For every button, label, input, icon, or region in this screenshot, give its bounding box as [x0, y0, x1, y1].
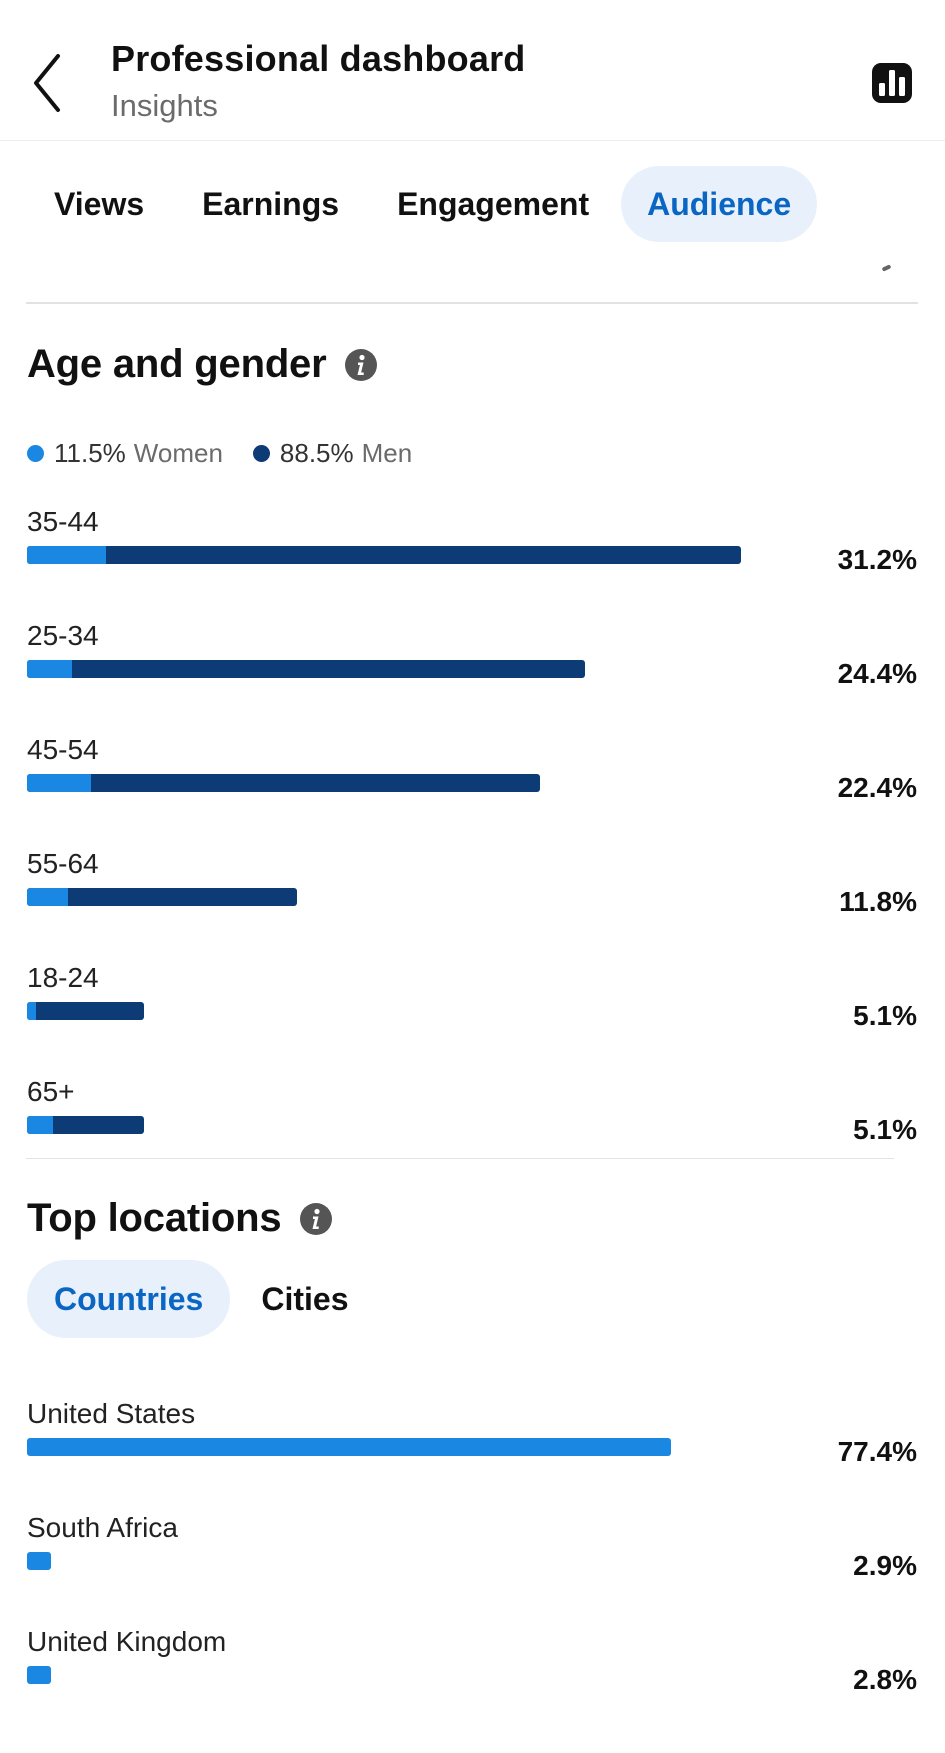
age-value: 11.8%	[839, 886, 917, 917]
app-header: Professional dashboard Insights	[0, 0, 945, 141]
analytics-button[interactable]	[871, 62, 913, 104]
age-gender-title-text: Age and gender	[27, 342, 327, 386]
top-locations-title: Top locations	[27, 1196, 333, 1241]
age-label: 25-34	[27, 620, 99, 651]
location-row: United Kingdom 2.8%	[27, 1626, 917, 1726]
page-title: Professional dashboard	[111, 38, 526, 79]
location-bar	[27, 1552, 51, 1570]
scroll-indicator	[881, 264, 892, 272]
location-bar	[27, 1666, 51, 1684]
age-bar-women-segment	[27, 1116, 53, 1134]
location-value: 2.8%	[853, 1664, 917, 1695]
gender-legend: 11.5% Women 88.5% Men	[27, 438, 442, 469]
age-label: 55-64	[27, 848, 99, 879]
tab-audience[interactable]: Audience	[621, 166, 818, 242]
women-pct: 11.5%	[54, 438, 126, 468]
age-bar	[27, 660, 585, 678]
age-value: 31.2%	[837, 544, 917, 575]
subtab-countries[interactable]: Countries	[27, 1260, 231, 1338]
tab-earnings[interactable]: Earnings	[202, 185, 340, 222]
legend-men: 88.5% Men	[252, 438, 413, 469]
info-icon[interactable]	[344, 348, 378, 382]
age-row: 35-44 31.2%	[27, 506, 917, 606]
age-row: 55-64 11.8%	[27, 848, 917, 948]
top-locations-title-text: Top locations	[27, 1196, 282, 1240]
location-label: United States	[27, 1398, 196, 1429]
subtab-cities[interactable]: Cities	[261, 1280, 349, 1317]
location-label: South Africa	[27, 1512, 178, 1543]
age-bar	[27, 546, 741, 564]
location-row: South Africa 2.9%	[27, 1512, 917, 1612]
page-subtitle: Insights	[111, 88, 218, 123]
age-row: 18-24 5.1%	[27, 962, 917, 1062]
men-pct: 88.5%	[279, 438, 354, 468]
location-subtabs: Countries Cities	[27, 1260, 375, 1338]
age-bar-women-segment	[27, 660, 72, 678]
age-label: 18-24	[27, 962, 99, 993]
location-label: United Kingdom	[27, 1626, 227, 1657]
bar-chart-icon	[872, 63, 912, 103]
age-label: 35-44	[27, 506, 99, 537]
legend-women: 11.5% Women	[27, 438, 223, 469]
age-bar-women-segment	[27, 888, 68, 906]
tab-engagement[interactable]: Engagement	[397, 185, 590, 222]
age-row: 25-34 24.4%	[27, 620, 917, 720]
age-bar-women-segment	[27, 1002, 36, 1020]
age-value: 5.1%	[853, 1000, 917, 1031]
age-gender-title: Age and gender	[27, 342, 378, 387]
age-row: 65+ 5.1%	[27, 1076, 917, 1176]
back-button[interactable]	[28, 50, 72, 116]
age-bar-women-segment	[27, 546, 106, 564]
chevron-left-icon	[34, 54, 60, 112]
location-row: United States 77.4%	[27, 1398, 917, 1498]
divider	[26, 1158, 894, 1159]
age-bar	[27, 1116, 144, 1134]
age-bar	[27, 1002, 144, 1020]
women-label: Women	[133, 438, 223, 468]
location-value: 2.9%	[853, 1550, 917, 1581]
women-dot	[27, 445, 44, 462]
age-value: 24.4%	[837, 658, 917, 689]
insights-tabs: Views Earnings Engagement Audience	[28, 166, 818, 242]
men-label: Men	[361, 438, 413, 468]
tab-views[interactable]: Views	[54, 185, 145, 222]
age-bar-women-segment	[27, 774, 91, 792]
info-icon[interactable]	[299, 1202, 333, 1236]
age-bar	[27, 774, 540, 792]
divider	[26, 302, 918, 304]
age-bar	[27, 888, 297, 906]
age-row: 45-54 22.4%	[27, 734, 917, 834]
age-value: 5.1%	[853, 1114, 917, 1145]
age-label: 45-54	[27, 734, 99, 765]
age-value: 22.4%	[837, 772, 917, 803]
age-label: 65+	[27, 1076, 75, 1107]
location-value: 77.4%	[837, 1436, 917, 1467]
men-dot	[252, 445, 270, 462]
location-bar	[27, 1438, 671, 1456]
